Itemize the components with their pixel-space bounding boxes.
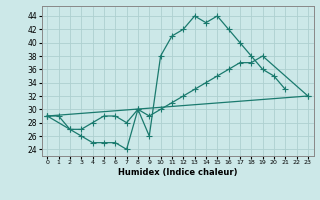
X-axis label: Humidex (Indice chaleur): Humidex (Indice chaleur) (118, 168, 237, 177)
